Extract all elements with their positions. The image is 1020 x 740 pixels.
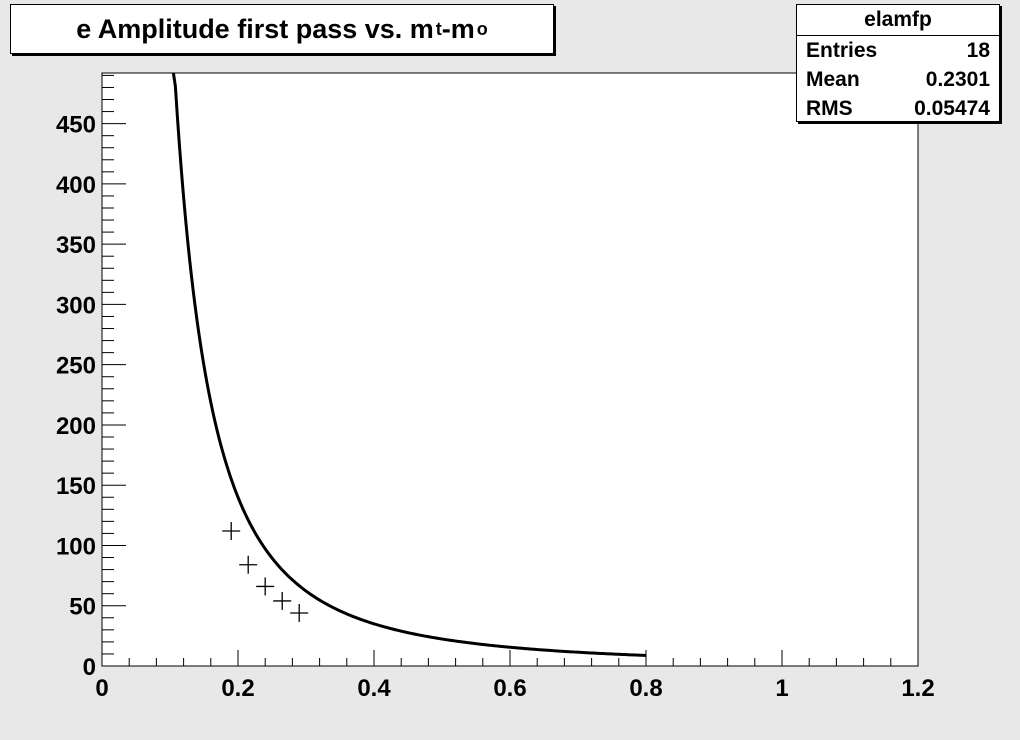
x-tick-label: 0.8 <box>629 675 662 702</box>
stats-row-mean: Mean 0.2301 <box>797 65 999 94</box>
plot-area <box>101 72 919 667</box>
chart-title: e Amplitude first pass vs. m t -m o <box>10 4 554 54</box>
stats-name: elamfp <box>797 5 999 36</box>
data-point <box>222 522 241 541</box>
data-point <box>290 603 309 622</box>
data-point <box>273 591 292 610</box>
stats-value: 0.2301 <box>925 68 990 91</box>
y-tick-label: 50 <box>69 594 96 621</box>
x-tick-label: 0.2 <box>221 675 254 702</box>
x-tick-label: 1 <box>775 675 788 702</box>
stats-label: RMS <box>806 97 853 120</box>
data-point <box>239 555 258 574</box>
title-sub-o: o <box>476 18 488 39</box>
title-mid: -m <box>441 13 475 44</box>
stats-box: elamfp Entries 18 Mean 0.2301 RMS 0.0547… <box>796 4 1000 122</box>
data-points <box>222 522 309 622</box>
fit-curve-line <box>171 72 647 657</box>
stats-label: Mean <box>806 68 860 91</box>
x-axis: 0 0.2 0.4 0.6 0.8 1 1.2 <box>95 650 935 702</box>
stats-value: 18 <box>966 39 990 62</box>
y-tick-label: 400 <box>56 172 96 199</box>
title-sub-t: t <box>435 18 442 39</box>
y-tick-label: 450 <box>56 112 96 139</box>
x-tick-label: 0 <box>95 675 108 702</box>
stats-row-rms: RMS 0.05474 <box>797 94 999 123</box>
x-tick-label: 1.2 <box>901 675 934 702</box>
y-tick-label: 100 <box>56 533 96 560</box>
y-tick-label: 250 <box>56 353 96 380</box>
x-tick-label: 0.4 <box>357 675 391 702</box>
stats-label: Entries <box>806 39 878 62</box>
stats-row-entries: Entries 18 <box>797 36 999 65</box>
y-tick-label: 150 <box>56 473 96 500</box>
x-tick-label: 0.6 <box>493 675 526 702</box>
title-main: e Amplitude first pass vs. m <box>76 13 434 44</box>
y-tick-label: 300 <box>56 292 96 319</box>
y-tick-label: 200 <box>56 413 96 440</box>
stats-value: 0.05474 <box>914 97 990 120</box>
y-tick-label: 350 <box>56 232 96 259</box>
y-tick-label: 0 <box>83 654 96 681</box>
y-axis: 0 50 100 150 200 250 300 350 400 450 <box>56 74 126 681</box>
data-point <box>256 577 275 596</box>
